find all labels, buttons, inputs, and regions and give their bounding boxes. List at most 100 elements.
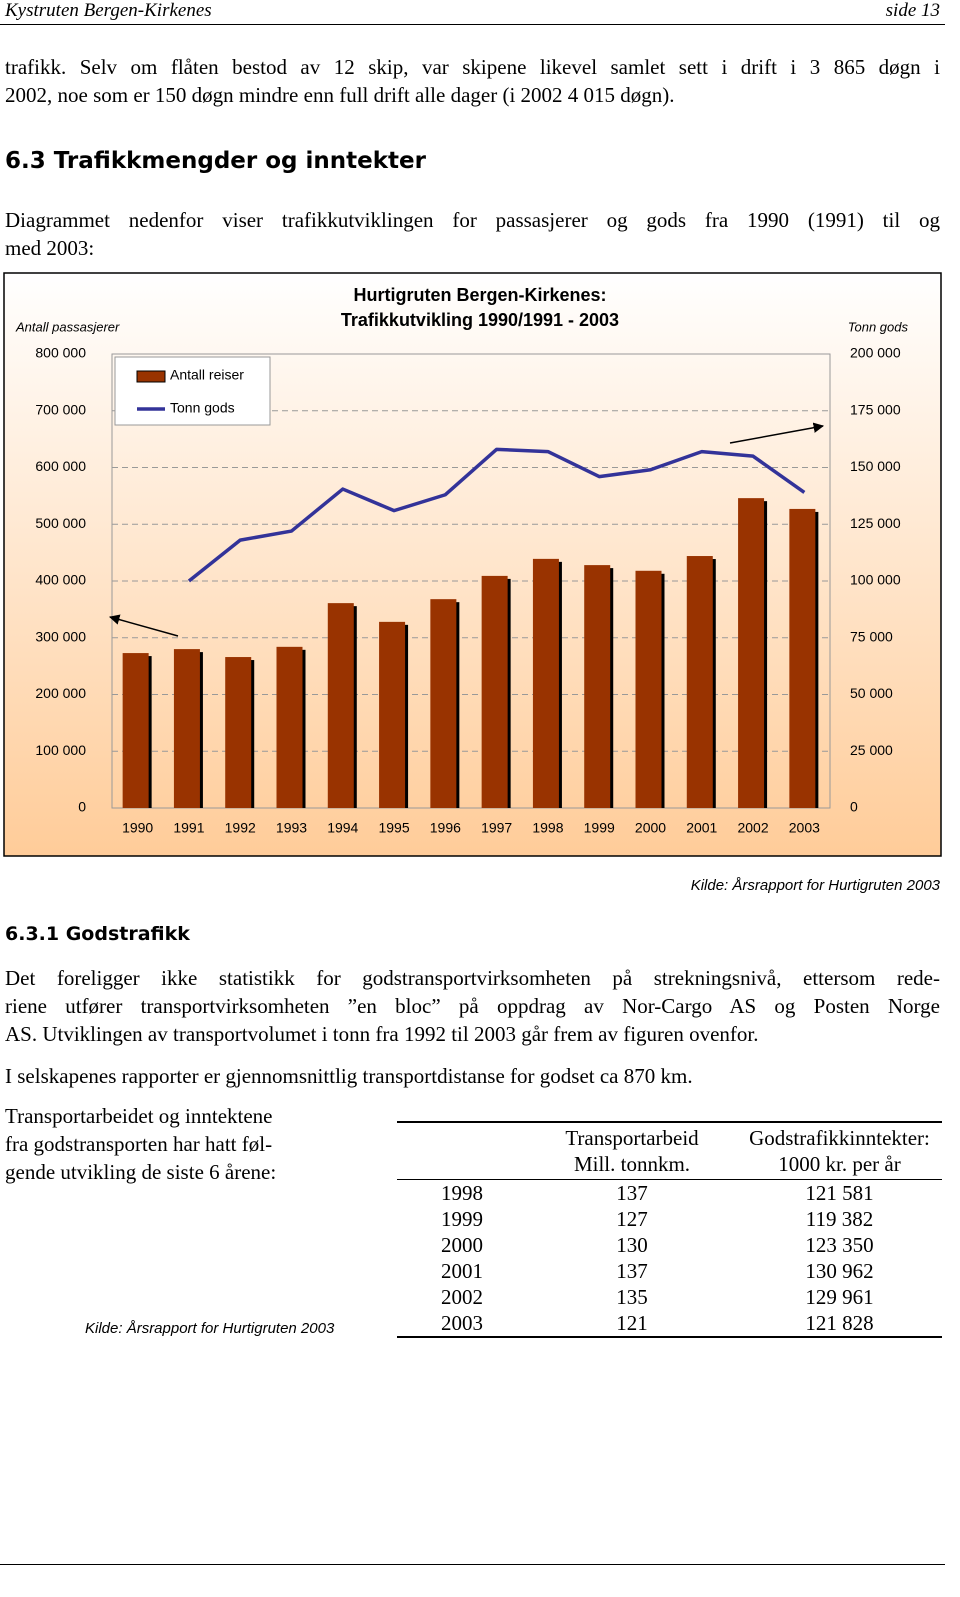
table-row: 2001 137 130 962 bbox=[397, 1258, 942, 1284]
legend-label: Tonn gods bbox=[170, 400, 235, 416]
table-cell: 2001 bbox=[441, 1259, 483, 1283]
header-cell: Godstrafikkinntekter: 1000 kr. per år bbox=[737, 1122, 942, 1180]
text-line: riene utfører transportvirksomheten ”en … bbox=[5, 994, 940, 1018]
text-line: AS. Utviklingen av transportvolumet i to… bbox=[5, 1022, 759, 1046]
chart-title: Hurtigruten Bergen-Kirkenes: bbox=[353, 285, 606, 305]
table-cell: 121 828 bbox=[805, 1311, 874, 1335]
y2-tick-label: 150 000 bbox=[850, 458, 901, 474]
header-text: 1000 kr. per år bbox=[778, 1152, 901, 1176]
x-tick-label: 1999 bbox=[584, 820, 615, 836]
text-line: 2002, noe som er 150 døgn mindre enn ful… bbox=[5, 83, 675, 107]
header-text: Godstrafikkinntekter: bbox=[749, 1126, 930, 1150]
x-tick-label: 1991 bbox=[173, 820, 204, 836]
y2-tick-label: 175 000 bbox=[850, 401, 901, 417]
table-cell: 137 bbox=[616, 1259, 648, 1283]
plot: Hurtigruten Bergen-Kirkenes: Trafikkutvik… bbox=[15, 285, 908, 836]
table-source: Kilde: Årsrapport for Hurtigruten 2003 bbox=[85, 1320, 335, 1337]
x-tick-label: 1994 bbox=[327, 820, 358, 836]
bar bbox=[789, 508, 816, 808]
y2-tick-label: 75 000 bbox=[850, 628, 893, 644]
header-right: side 13 bbox=[885, 0, 940, 21]
bar bbox=[635, 570, 662, 808]
y-tick-label: 200 000 bbox=[35, 685, 86, 701]
text-line: I selskapenes rapporter er gjennomsnittl… bbox=[5, 1064, 693, 1088]
legend: Antall reiser Tonn gods bbox=[114, 356, 271, 426]
bar bbox=[379, 621, 406, 808]
arrow bbox=[729, 422, 825, 444]
line bbox=[187, 447, 806, 583]
x-tick-label: 1992 bbox=[225, 820, 256, 836]
bar bbox=[327, 603, 354, 808]
x-tick-label: 1997 bbox=[481, 820, 512, 836]
y-axis-title: Antall passasjerer bbox=[15, 319, 120, 334]
table-row: 2000 130 123 350 bbox=[397, 1232, 942, 1258]
table-cell: 1999 bbox=[441, 1207, 483, 1231]
y-tick-label: 500 000 bbox=[35, 515, 86, 531]
y-tick-label: 400 000 bbox=[35, 572, 86, 588]
table-cell: 1998 bbox=[441, 1181, 483, 1205]
bar bbox=[225, 657, 252, 808]
table-row: 1999 127 119 382 bbox=[397, 1206, 942, 1232]
y-tick-label: 800 000 bbox=[35, 345, 86, 361]
y2-tick-label: 0 bbox=[850, 799, 858, 815]
y-tick-label: 700 000 bbox=[35, 401, 86, 417]
legend-label: Antall reiser bbox=[170, 367, 244, 383]
text-line: Transportarbeidet og inntektene bbox=[5, 1104, 273, 1128]
bar bbox=[173, 649, 200, 808]
header-text: Transportarbeid bbox=[565, 1126, 699, 1150]
table-cell: 121 581 bbox=[805, 1181, 874, 1205]
footer-rule bbox=[0, 1564, 945, 1565]
legend-swatch bbox=[136, 370, 166, 383]
header-cell: Transportarbeid Mill. tonnkm. bbox=[527, 1122, 737, 1180]
table-cell: 137 bbox=[616, 1181, 648, 1205]
y-tick-label: 300 000 bbox=[35, 628, 86, 644]
table-cell: 119 382 bbox=[805, 1207, 874, 1231]
text-line: gende utvikling de siste 6 årene: bbox=[5, 1160, 277, 1184]
subsection-heading: 6.3.1 Godstrafikk bbox=[5, 923, 190, 945]
table-cell: 130 962 bbox=[805, 1259, 874, 1283]
bar bbox=[122, 653, 149, 808]
table-row: 1998 137 121 581 bbox=[397, 1180, 942, 1207]
table-cell: 2002 bbox=[441, 1285, 483, 1309]
table-cell: 121 bbox=[616, 1311, 648, 1335]
x-tick-label: 1993 bbox=[276, 820, 307, 836]
x-tick-label: 2002 bbox=[737, 820, 768, 836]
table-header: Transportarbeid Mill. tonnkm. Godstrafikk… bbox=[397, 1122, 942, 1180]
bar bbox=[738, 498, 765, 808]
table-row: 2002 135 129 961 bbox=[397, 1284, 942, 1310]
table-cell: 2000 bbox=[441, 1233, 483, 1257]
arrow bbox=[108, 614, 179, 637]
table-cell: 135 bbox=[616, 1285, 648, 1309]
bar bbox=[481, 575, 508, 808]
x-tick-label: 1990 bbox=[122, 820, 153, 836]
y2-tick-label: 200 000 bbox=[850, 345, 901, 361]
table-cell: 129 961 bbox=[805, 1285, 874, 1309]
y2-tick-label: 25 000 bbox=[850, 742, 893, 758]
text-line: fra godstransporten har hatt føl- bbox=[5, 1132, 273, 1156]
text-line: Det foreligger ikke statistikk for godst… bbox=[5, 966, 940, 990]
table-cell: 2003 bbox=[441, 1311, 483, 1335]
bar bbox=[276, 646, 303, 808]
y-tick-label: 100 000 bbox=[35, 742, 86, 758]
header-rule bbox=[0, 24, 945, 25]
bar bbox=[532, 558, 559, 808]
table-cell: 130 bbox=[616, 1233, 648, 1257]
legend-frame bbox=[114, 356, 271, 426]
text-line: med 2003: bbox=[5, 236, 95, 260]
x-tick-label: 2001 bbox=[686, 820, 717, 836]
table-cell: 127 bbox=[616, 1207, 648, 1231]
table-cell: 123 350 bbox=[805, 1233, 874, 1257]
text-line: trafikk. Selv om flåten bestod av 12 ski… bbox=[5, 55, 940, 79]
x-tick-label: 2000 bbox=[635, 820, 666, 836]
y2-tick-label: 100 000 bbox=[850, 572, 901, 588]
text-line: Diagrammet nedenfor viser trafikkutvikli… bbox=[5, 208, 940, 232]
x-tick-label: 1995 bbox=[378, 820, 409, 836]
bar bbox=[430, 599, 457, 808]
table-body: 1998 137 121 581 1999 127 119 382 2000 130 123 3… bbox=[397, 1180, 942, 1337]
table-row: 2003 121 121 828 bbox=[397, 1310, 942, 1337]
bar bbox=[686, 556, 713, 808]
section-heading: 6.3 Trafikkmengder og inntekter bbox=[5, 148, 426, 174]
header-left: Kystruten Bergen-Kirkenes bbox=[5, 0, 212, 21]
